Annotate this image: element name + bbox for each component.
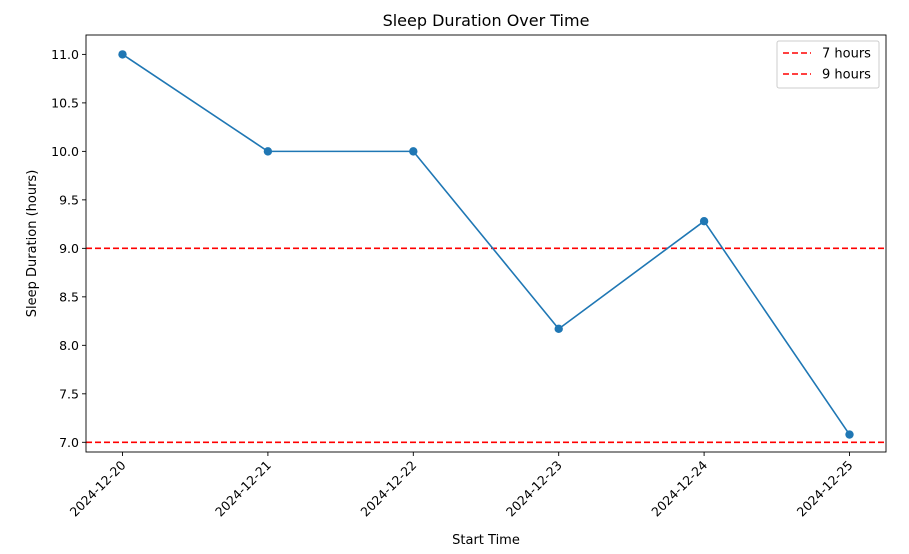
y-tick-label-5: 9.5 <box>59 192 79 207</box>
plot-area <box>86 50 886 444</box>
y-tick-label-8: 11.0 <box>51 47 79 62</box>
legend-label-0: 7 hours <box>822 47 871 62</box>
legend: 7 hours 9 hours <box>776 40 880 89</box>
y-tick-label-4: 9.0 <box>59 241 79 256</box>
data-point-0-1 <box>263 147 273 156</box>
legend-label-1: 9 hours <box>822 68 871 83</box>
y-tick-label-3: 8.5 <box>59 289 79 304</box>
plot-frame <box>85 34 887 453</box>
y-tick-label-2: 8.0 <box>59 338 79 353</box>
chart-title: Sleep Duration Over Time <box>383 11 590 30</box>
data-point-0-2 <box>409 147 418 156</box>
data-point-0-4 <box>699 216 709 226</box>
y-tick-label-1: 7.5 <box>59 386 79 401</box>
data-point-0-3 <box>554 324 563 334</box>
x-axis-label: Start Time <box>452 533 520 548</box>
data-point-0-5 <box>845 430 854 439</box>
y-tick-label-6: 10.0 <box>51 144 79 159</box>
y-tick-label-7: 10.5 <box>51 95 79 110</box>
y-tick-label-0: 7.0 <box>59 435 79 450</box>
y-axis-label: Sleep Duration (hours) <box>25 170 40 318</box>
series-line-0 <box>122 53 851 435</box>
data-point-0-0 <box>118 50 127 59</box>
